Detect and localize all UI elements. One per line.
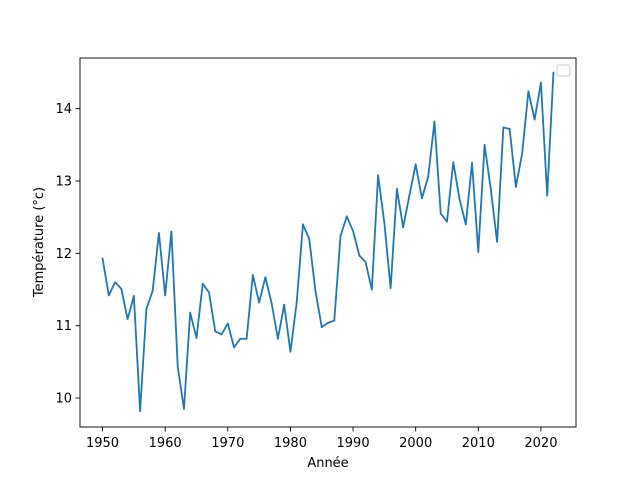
data-point <box>489 188 492 191</box>
data-point <box>151 290 154 292</box>
data-point <box>277 337 279 340</box>
data-point <box>126 318 129 321</box>
plot-area <box>80 58 576 427</box>
data-point <box>345 215 348 218</box>
axes-layer <box>79 57 577 428</box>
data-point <box>239 337 242 340</box>
data-point <box>502 126 505 129</box>
data-point <box>314 290 317 292</box>
data-point <box>383 222 386 224</box>
y-tick-label: 11 <box>55 319 72 334</box>
data-point <box>120 287 123 290</box>
data-point <box>164 294 167 297</box>
data-point <box>302 223 304 226</box>
legend-box <box>556 64 571 77</box>
data-point <box>208 291 210 294</box>
data-point <box>540 81 542 84</box>
x-axis-title: Année <box>307 456 348 471</box>
x-tick-label: 2000 <box>399 436 432 451</box>
data-point <box>195 337 198 339</box>
data-point <box>258 301 261 304</box>
data-point <box>214 330 217 333</box>
data-point <box>533 118 536 121</box>
data-point <box>183 408 185 410</box>
x-tick-label: 1970 <box>211 436 244 451</box>
data-point <box>101 257 104 260</box>
data-point <box>477 251 480 253</box>
x-tick-label: 2020 <box>524 436 557 451</box>
data-point <box>158 232 160 234</box>
data-point <box>496 240 498 243</box>
data-point <box>289 350 292 353</box>
data-point <box>527 90 530 93</box>
data-point <box>132 295 135 297</box>
x-tick-label: 1990 <box>337 436 370 451</box>
data-point <box>446 220 448 223</box>
data-point <box>170 230 173 233</box>
data-point <box>552 71 555 74</box>
data-point <box>439 212 442 215</box>
data-point <box>508 128 511 130</box>
data-point <box>364 261 367 263</box>
y-axis: 10 11 12 13 14 <box>55 102 80 407</box>
data-point <box>245 337 248 340</box>
data-point <box>220 333 223 336</box>
data-point <box>433 120 436 123</box>
data-point <box>483 143 486 146</box>
data-point <box>521 152 524 155</box>
data-point <box>139 410 142 412</box>
data-point <box>107 294 110 297</box>
data-point <box>427 175 430 178</box>
x-tick-label: 1960 <box>149 436 182 451</box>
data-point <box>226 322 229 325</box>
data-point <box>283 303 286 306</box>
data-point <box>327 321 329 324</box>
data-point <box>377 174 379 177</box>
data-point <box>370 288 373 291</box>
data-point <box>452 161 455 164</box>
data-point <box>421 197 423 200</box>
y-tick-label: 10 <box>55 392 72 407</box>
data-point <box>402 226 405 229</box>
data-point <box>189 311 192 314</box>
data-point <box>339 235 342 237</box>
data-point <box>352 230 354 232</box>
data-point <box>308 237 311 240</box>
data-point <box>358 254 361 257</box>
y-tick-label: 13 <box>55 175 72 190</box>
data-point <box>333 319 336 322</box>
data-point <box>251 274 254 276</box>
data-point <box>414 163 417 166</box>
y-tick-label: 12 <box>55 247 72 262</box>
data-point <box>464 223 467 226</box>
y-axis-title: Température (°c) <box>32 187 47 298</box>
plot-frame <box>79 57 577 428</box>
data-point <box>176 365 179 368</box>
x-axis: 1950 1960 1970 1980 1990 2000 2010 2020 <box>86 427 557 451</box>
data-point <box>201 282 204 285</box>
x-tick-label: 2010 <box>462 436 495 451</box>
data-point <box>233 346 235 349</box>
series-layer <box>101 71 555 412</box>
data-point <box>320 326 323 329</box>
data-point <box>514 185 517 188</box>
x-tick-label: 1950 <box>86 436 119 451</box>
data-point <box>264 276 267 279</box>
data-point <box>395 188 398 190</box>
data-point <box>295 301 298 304</box>
data-point <box>546 194 549 197</box>
data-point <box>471 162 473 164</box>
data-point <box>114 281 116 284</box>
y-tick-label: 14 <box>55 102 72 117</box>
data-point <box>458 198 461 200</box>
data-point <box>145 308 148 310</box>
data-point <box>389 287 392 289</box>
data-point <box>408 194 411 197</box>
data-point <box>270 302 273 305</box>
x-tick-label: 1980 <box>274 436 307 451</box>
